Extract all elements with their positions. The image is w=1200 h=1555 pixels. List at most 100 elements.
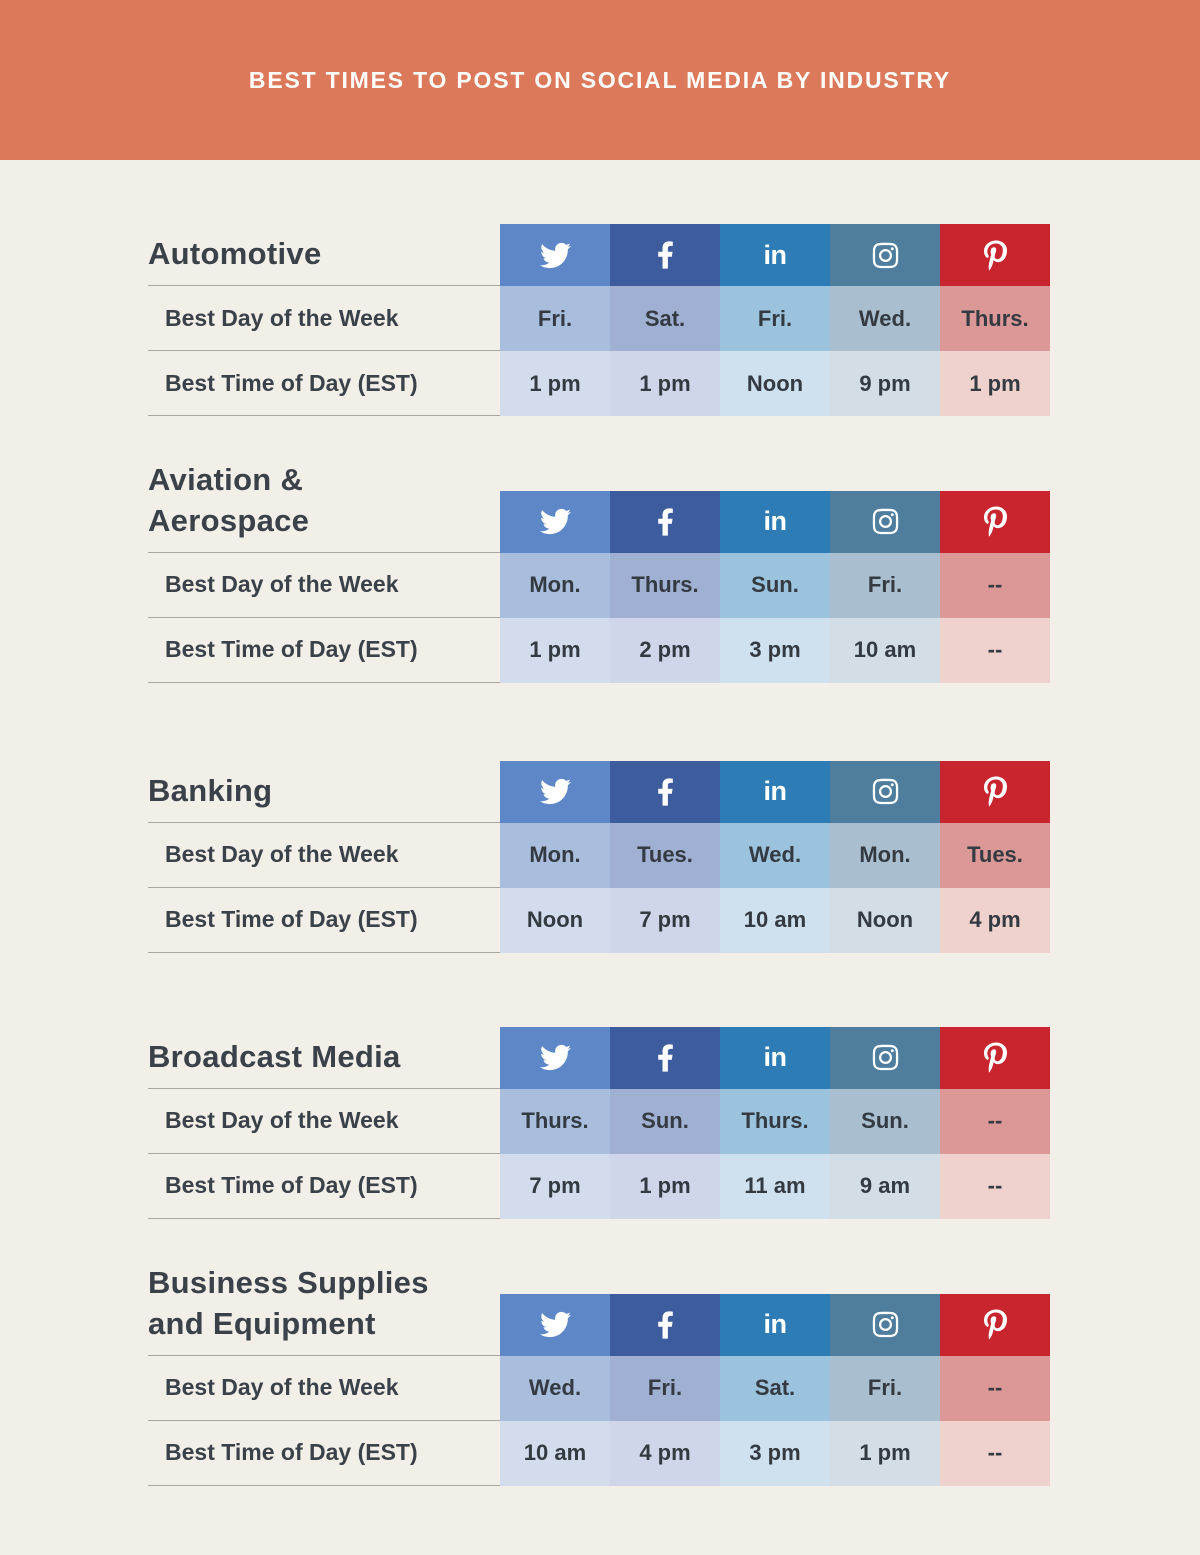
facebook-f-icon [657,1310,674,1340]
instagram-camera-icon [871,241,900,270]
best-day-cell-instagram: Mon. [830,822,940,888]
platform-header-pinterest [940,760,1050,823]
pinterest-p-icon [983,1309,1007,1340]
instagram-camera-icon [871,777,900,806]
best-day-cell-instagram: Fri. [830,1355,940,1421]
best-time-cell-instagram: Noon [830,887,940,953]
industry-section: Aviation & Aerospace in Best Day of the We… [148,460,1200,683]
best-time-cell-twitter: 1 pm [500,617,610,683]
best-time-cell-facebook: 7 pm [610,887,720,953]
best-day-cell-twitter: Mon. [500,552,610,618]
best-day-cell-linkedin: Sat. [720,1355,830,1421]
best-day-cell-linkedin: Wed. [720,822,830,888]
best-time-cell-linkedin: 10 am [720,887,830,953]
row-label-best-day: Best Day of the Week [148,823,500,888]
best-time-cell-pinterest: 1 pm [940,351,1050,416]
industry-section: Broadcast Media in Best Day of the Week Thu… [148,1026,1200,1219]
platform-header-pinterest [940,224,1050,286]
best-day-cell-instagram: Fri. [830,552,940,618]
platform-header-linkedin: in [720,224,830,286]
best-time-cell-linkedin: 3 pm [720,617,830,683]
pinterest-p-icon [983,240,1007,271]
best-day-cell-facebook: Fri. [610,1355,720,1421]
platform-header-linkedin: in [720,490,830,553]
best-time-cell-instagram: 9 am [830,1153,940,1219]
platform-header-facebook [610,490,720,553]
best-day-cell-linkedin: Sun. [720,552,830,618]
industry-tables: Automotive in Best Day of the Week Fri. Sat.… [0,224,1200,1486]
facebook-f-icon [657,507,674,537]
platform-header-pinterest [940,490,1050,553]
header-banner: BEST TIMES TO POST ON SOCIAL MEDIA BY IN… [0,0,1200,160]
industry-title-text: Banking [148,772,273,808]
row-label-best-time: Best Time of Day (EST) [148,888,500,953]
platform-header-twitter [500,224,610,286]
linkedin-in-icon: in [763,1309,788,1340]
best-day-cell-pinterest: -- [940,1088,1050,1154]
pinterest-p-icon [983,1042,1007,1073]
best-day-cell-pinterest: Thurs. [940,286,1050,351]
best-time-cell-pinterest: -- [940,1153,1050,1219]
row-label-best-time: Best Time of Day (EST) [148,1421,500,1486]
linkedin-in-icon: in [763,1042,788,1073]
industry-section: Automotive in Best Day of the Week Fri. Sat.… [148,224,1200,416]
industry-title: Aviation & Aerospace [148,460,500,553]
platform-header-pinterest [940,1293,1050,1356]
industry-title-text: Aviation & Aerospace [148,462,310,538]
instagram-camera-icon [871,1310,900,1339]
platform-header-twitter [500,1293,610,1356]
best-day-cell-facebook: Tues. [610,822,720,888]
platform-header-facebook [610,1026,720,1089]
best-day-cell-twitter: Fri. [500,286,610,351]
platform-header-instagram [830,760,940,823]
row-label-best-day: Best Day of the Week [148,553,500,618]
platform-header-instagram [830,1293,940,1356]
row-label-best-day: Best Day of the Week [148,1089,500,1154]
platform-header-pinterest [940,1026,1050,1089]
industry-title-text: Business Supplies and Equipment [148,1264,429,1341]
instagram-camera-icon [871,507,900,536]
page-title: BEST TIMES TO POST ON SOCIAL MEDIA BY IN… [248,66,952,93]
instagram-camera-icon [871,1043,900,1072]
best-time-cell-facebook: 4 pm [610,1420,720,1486]
industry-section: Business Supplies and Equipment in Best Da… [148,1263,1200,1486]
best-day-cell-linkedin: Fri. [720,286,830,351]
best-time-cell-twitter: 1 pm [500,351,610,416]
best-day-cell-twitter: Mon. [500,822,610,888]
row-label-best-time: Best Time of Day (EST) [148,1154,500,1219]
best-day-cell-facebook: Sat. [610,286,720,351]
best-time-cell-twitter: 7 pm [500,1153,610,1219]
pinterest-p-icon [983,776,1007,807]
best-time-cell-facebook: 1 pm [610,351,720,416]
pinterest-p-icon [983,506,1007,537]
industry-title: Broadcast Media [148,1027,500,1089]
platform-header-facebook [610,1293,720,1356]
industry-title: Banking [148,761,500,823]
platform-header-twitter [500,1026,610,1089]
twitter-bird-icon [539,506,571,537]
best-day-cell-pinterest: Tues. [940,822,1050,888]
row-label-best-day: Best Day of the Week [148,1356,500,1421]
best-day-cell-pinterest: -- [940,552,1050,618]
best-time-cell-facebook: 2 pm [610,617,720,683]
industry-title-text: Automotive [148,236,322,272]
best-time-cell-pinterest: -- [940,1420,1050,1486]
linkedin-in-icon: in [763,506,788,537]
facebook-f-icon [657,240,674,270]
best-time-cell-instagram: 1 pm [830,1420,940,1486]
row-label-best-time: Best Time of Day (EST) [148,618,500,683]
best-time-cell-instagram: 9 pm [830,351,940,416]
best-day-cell-instagram: Sun. [830,1088,940,1154]
row-label-best-day: Best Day of the Week [148,286,500,351]
platform-header-twitter [500,490,610,553]
industry-title: Business Supplies and Equipment [148,1263,500,1356]
best-time-cell-facebook: 1 pm [610,1153,720,1219]
platform-header-linkedin: in [720,1293,830,1356]
best-time-cell-twitter: 10 am [500,1420,610,1486]
best-time-cell-pinterest: 4 pm [940,887,1050,953]
linkedin-in-icon: in [763,776,788,807]
platform-header-facebook [610,224,720,286]
platform-header-linkedin: in [720,760,830,823]
facebook-f-icon [657,777,674,807]
twitter-bird-icon [539,1042,571,1073]
